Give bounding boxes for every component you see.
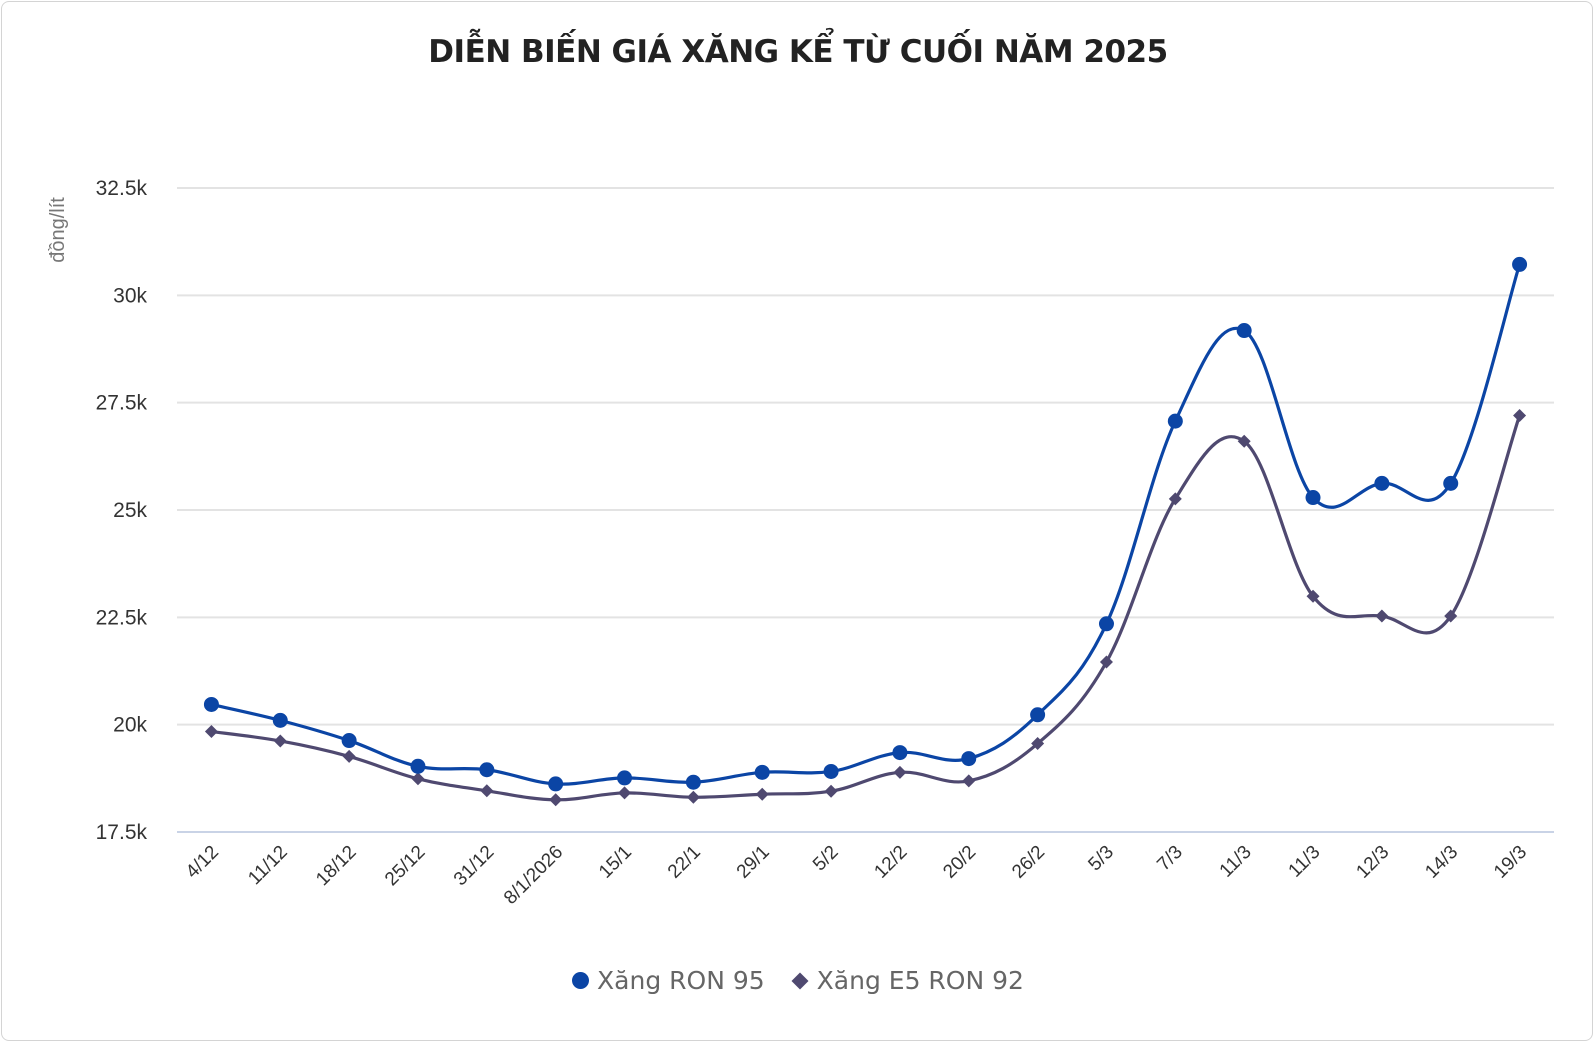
x-tick-label: 25/12 (381, 842, 429, 890)
data-point-circle[interactable] (479, 762, 495, 778)
circle-marker-icon (572, 972, 590, 989)
data-point-circle[interactable] (1236, 323, 1252, 339)
data-point-circle[interactable] (823, 763, 839, 779)
data-point-diamond[interactable] (1099, 655, 1113, 669)
x-tick-label: 11/3 (1216, 842, 1256, 882)
data-point-diamond[interactable] (962, 774, 976, 788)
y-tick-label: 20k (113, 714, 147, 737)
data-point-diamond[interactable] (342, 749, 356, 763)
data-point-circle[interactable] (961, 751, 977, 767)
y-axis-ticks: 17.5k 20k 22.5k 25k 27.5k 30k 32.5k (96, 177, 148, 844)
x-tick-label: 18/12 (312, 842, 360, 890)
data-point-circle[interactable] (1443, 475, 1459, 491)
x-tick-label: 14/3 (1421, 842, 1462, 883)
data-point-circle[interactable] (341, 733, 357, 749)
data-point-diamond[interactable] (273, 734, 287, 748)
y-tick-label: 30k (113, 284, 147, 307)
data-point-circle[interactable] (1098, 616, 1114, 632)
data-point-diamond[interactable] (411, 772, 425, 786)
data-point-circle[interactable] (1374, 475, 1390, 491)
legend-item-ron95[interactable]: Xăng RON 95 (572, 966, 765, 995)
x-tick-label: 15/1 (595, 842, 636, 883)
x-tick-label: 4/12 (182, 842, 223, 883)
series-line (211, 415, 1522, 802)
x-tick-label: 5/3 (1084, 842, 1118, 876)
data-point-diamond[interactable] (618, 786, 632, 800)
grid-lines (177, 187, 1554, 833)
legend-label-ron95: Xăng RON 95 (597, 966, 765, 995)
x-tick-label: 12/2 (870, 842, 911, 883)
x-tick-label: 31/12 (450, 842, 498, 890)
data-point-diamond[interactable] (824, 784, 838, 798)
data-point-circle[interactable] (892, 745, 908, 761)
x-tick-label: 12/3 (1352, 842, 1393, 883)
data-point-circle[interactable] (548, 776, 564, 792)
data-point-diamond[interactable] (1237, 434, 1251, 448)
data-point-circle[interactable] (203, 696, 219, 712)
data-point-circle[interactable] (685, 774, 701, 790)
data-point-diamond[interactable] (755, 787, 769, 801)
x-tick-label: 8/1/2026 (500, 842, 567, 909)
data-point-diamond[interactable] (1513, 409, 1527, 423)
data-point-diamond[interactable] (204, 725, 218, 739)
y-axis-label: đồng/lít (47, 197, 69, 263)
data-point-circle[interactable] (617, 770, 633, 786)
x-tick-label: 29/1 (733, 842, 774, 883)
data-point-diamond[interactable] (1168, 492, 1182, 506)
diamond-marker-icon (791, 972, 809, 989)
series-ron95 (203, 256, 1528, 792)
y-tick-label: 17.5k (96, 821, 148, 844)
x-tick-label: 19/3 (1490, 842, 1531, 883)
x-tick-label: 11/3 (1285, 842, 1325, 882)
legend-item-e5ron92[interactable]: Xăng E5 RON 92 (791, 966, 1024, 995)
data-point-diamond[interactable] (893, 765, 907, 779)
data-point-circle[interactable] (1512, 256, 1528, 272)
x-tick-label: 5/2 (809, 842, 843, 876)
chart-title: DIỄN BIẾN GIÁ XĂNG KỂ TỪ CUỐI NĂM 2025 (428, 34, 1168, 70)
x-tick-label: 26/2 (1008, 842, 1049, 883)
x-axis-ticks: 4/12 11/12 18/12 25/12 31/12 8/1/2026 15/1 22/1… (182, 842, 1531, 909)
y-tick-label: 32.5k (96, 177, 148, 200)
data-point-circle[interactable] (272, 712, 288, 728)
data-point-diamond[interactable] (1306, 589, 1320, 603)
data-point-diamond[interactable] (549, 793, 563, 807)
data-point-circle[interactable] (1305, 490, 1321, 506)
data-point-diamond[interactable] (1444, 609, 1458, 623)
y-tick-label: 22.5k (96, 606, 148, 629)
x-tick-label: 20/2 (939, 842, 980, 883)
data-point-circle[interactable] (410, 758, 426, 774)
y-tick-label: 27.5k (96, 392, 148, 415)
data-point-circle[interactable] (1167, 413, 1183, 429)
legend: Xăng RON 95 Xăng E5 RON 92 (0, 966, 1596, 995)
data-point-diamond[interactable] (1031, 737, 1045, 751)
data-point-circle[interactable] (754, 764, 770, 780)
data-point-diamond[interactable] (480, 784, 494, 798)
x-tick-label: 22/1 (664, 842, 705, 883)
series-e5ron92 (204, 409, 1527, 807)
legend-label-e5ron92: Xăng E5 RON 92 (816, 966, 1024, 995)
y-tick-label: 25k (113, 499, 147, 522)
data-point-diamond[interactable] (1375, 609, 1389, 623)
data-point-circle[interactable] (1030, 707, 1046, 723)
x-tick-label: 11/12 (244, 842, 291, 889)
x-tick-label: 7/3 (1153, 842, 1187, 876)
series-line (211, 263, 1522, 786)
series-lines (203, 256, 1528, 807)
data-point-diamond[interactable] (686, 790, 700, 804)
